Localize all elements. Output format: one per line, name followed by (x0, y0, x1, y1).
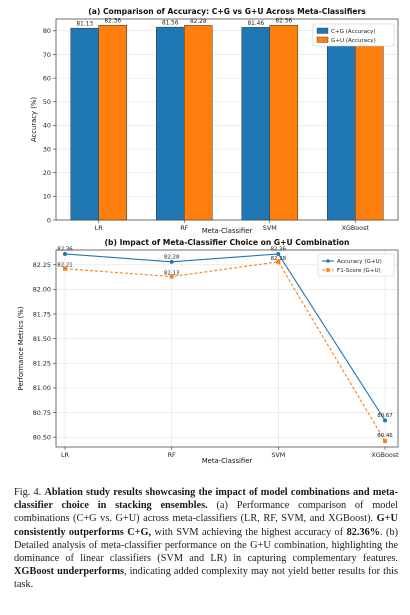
chart-b-point-label: 82.36 (57, 246, 73, 252)
chart-a-ytick-label: 80 (43, 27, 51, 35)
chart-a-title: (a) Comparison of Accuracy: C+G vs G+U A… (88, 7, 366, 16)
chart-a-ytick-label: 40 (43, 122, 51, 130)
caption-bold-3: 82.36% (346, 526, 381, 538)
chart-b-ytick-label: 81.75 (33, 310, 51, 318)
figure-caption: Fig. 4. Ablation study results showcasin… (14, 486, 398, 592)
chart-b-ytick-label: 81.00 (33, 384, 51, 392)
chart-b-point-label: 82.13 (164, 271, 179, 277)
chart-b-legend-label: F1-Score (G+U) (337, 268, 381, 274)
chart-b-ytick-label: 81.25 (33, 360, 51, 368)
caption-bold-1: Ablation study results showcasing the im… (14, 487, 398, 512)
chart-a-bar (241, 27, 270, 221)
chart-b-legend-label: Accuracy (G+U) (337, 259, 382, 265)
caption-bold-4: XGBoost underperforms (14, 566, 125, 578)
caption-text-1: (a) Performance comparison of model comb… (14, 500, 399, 525)
chart-b-frame (55, 249, 399, 448)
caption-text-4: , indicating added complexity may not yi… (14, 566, 398, 591)
chart-a-bar-label: 81.46 (247, 21, 264, 27)
chart-a-ytick-label: 20 (43, 169, 51, 177)
chart-b: (b) Impact of Meta-Classifier Choice on … (17, 238, 399, 465)
chart-b-ytick-label: 80.50 (33, 433, 51, 441)
chart-a: (a) Comparison of Accuracy: C+G vs G+U A… (30, 7, 399, 235)
caption-fig-label: Fig. 4. (14, 487, 42, 498)
chart-b-ylabel: Performance Metrics (%) (17, 306, 25, 390)
chart-b-series-line (64, 261, 386, 442)
chart-b-point (383, 418, 387, 423)
chart-a-bar-label: 81.13 (76, 22, 93, 28)
chart-b-point (383, 439, 387, 444)
chart-b-ytick-label: 81.50 (33, 335, 51, 343)
chart-a-legend-swatch (316, 36, 329, 43)
chart-a-ytick-label: 30 (43, 145, 51, 153)
chart-a-ytick-label: 60 (43, 74, 51, 82)
chart-a-bar-label: 81.56 (162, 21, 179, 27)
chart-b-legend-marker (326, 259, 330, 263)
chart-a-ytick-label: 50 (43, 98, 51, 106)
chart-b-legend-marker (326, 268, 330, 272)
chart-b-xtick-label: XGBoost (371, 451, 399, 459)
chart-a-bar (269, 24, 298, 221)
chart-b-point-label: 82.21 (57, 263, 72, 269)
chart-b-point (276, 259, 281, 264)
chart-a-legend-label: C+G (Accuracy) (331, 29, 376, 35)
chart-a-xtick-label: XGBoost (342, 224, 370, 232)
caption-bold-2: G+U consistently outperforms C+G, (14, 513, 398, 538)
chart-b-point (63, 266, 67, 271)
chart-a-legend (312, 23, 395, 47)
chart-b-series-line (64, 253, 386, 421)
chart-a-bar (98, 24, 127, 221)
chart-b-point-label: 80.67 (377, 413, 392, 419)
chart-b-xtick-label: SVM (271, 451, 285, 459)
chart-a-bar (327, 29, 356, 221)
chart-a-bar-label: 82.36 (275, 19, 292, 25)
chart-a-ytick-label: 10 (43, 193, 51, 201)
chart-b-point (63, 251, 67, 256)
chart-b-point-label: 82.28 (271, 256, 287, 262)
chart-b-xlabel: Meta-Classifier (202, 457, 253, 465)
chart-b-legend (317, 253, 395, 277)
chart-a-ytick-label: 70 (43, 51, 51, 59)
chart-a-ytick-label: 0 (47, 216, 51, 224)
chart-b-point-label: 82.36 (271, 246, 287, 252)
caption-text-3: . (b) Detailed analysis of meta-classifi… (14, 526, 399, 565)
chart-a-bar-label: 82.28 (190, 19, 207, 25)
chart-b-point (276, 251, 281, 256)
chart-b-xtick-label: RF (168, 451, 176, 459)
chart-a-bar (70, 27, 99, 221)
chart-b-title: (b) Impact of Meta-Classifier Choice on … (105, 238, 350, 247)
chart-a-legend-label: G+U (Accuracy) (331, 38, 376, 44)
chart-a-xlabel: Meta-Classifier (202, 227, 253, 235)
figure: (a) Comparison of Accuracy: C+G vs G+U A… (17, 7, 400, 465)
chart-b-point-label: 80.46 (377, 433, 393, 439)
chart-b-xtick-label: LR (61, 451, 70, 459)
chart-b-ytick-label: 82.25 (33, 261, 51, 269)
chart-a-xtick-label: RF (180, 224, 188, 232)
chart-b-point (169, 259, 174, 264)
chart-a-xtick-label: SVM (263, 224, 277, 232)
chart-a-bar (156, 26, 185, 221)
caption-text-2: with SVM achieving the highest accuracy … (154, 526, 344, 538)
chart-a-frame (55, 18, 399, 221)
chart-b-ytick-label: 82.00 (33, 286, 51, 294)
chart-a-bar-label: 82.36 (104, 19, 121, 25)
chart-a-bar (355, 28, 384, 221)
chart-b-ytick-label: 80.75 (33, 409, 51, 417)
chart-b-point (169, 274, 174, 279)
chart-b-point-label: 82.28 (164, 254, 180, 260)
chart-a-xtick-label: LR (95, 224, 104, 232)
chart-a-bar (184, 25, 213, 221)
chart-a-legend-swatch (316, 27, 329, 34)
chart-a-ylabel: Accuracy (%) (30, 97, 38, 142)
